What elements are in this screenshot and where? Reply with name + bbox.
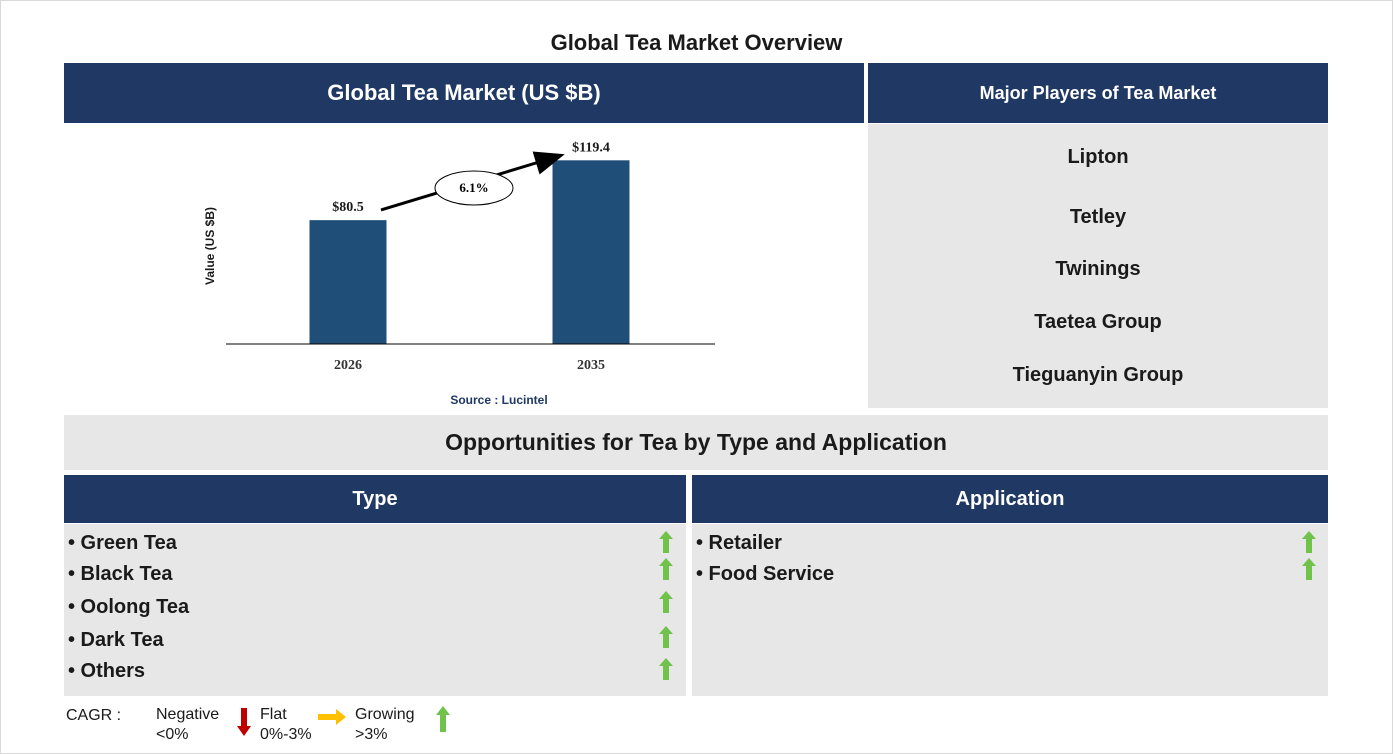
- negative-arrow-icon: [237, 708, 251, 736]
- type-item: • Others: [68, 660, 146, 682]
- type-item: • Green Tea: [68, 532, 177, 554]
- legend-growing: Growing >3%: [355, 705, 415, 745]
- chart-header: Global Tea Market (US $B): [64, 63, 864, 123]
- legend-flat: Flat 0%-3%: [260, 705, 312, 745]
- growing-arrow-icon: [659, 558, 673, 580]
- type-panel: • Green Tea • Black Tea • Oolong Tea • D…: [64, 524, 686, 696]
- bars-group: $80.5 2026 $119.4 2035: [309, 140, 630, 373]
- cagr-label: 6.1%: [459, 180, 488, 195]
- opportunities-banner: Opportunities for Tea by Type and Applic…: [64, 415, 1328, 470]
- x-tick-label: 2035: [577, 358, 605, 373]
- legend-growing-label: Growing: [355, 706, 415, 723]
- chart-svg: Value (US $B) $80.5 2026 $119.4 2035 6.1% S…: [203, 140, 715, 407]
- bar-value-label: $119.4: [572, 140, 610, 155]
- page-title: Global Tea Market Overview: [550, 30, 843, 55]
- legend-negative-label: Negative: [156, 706, 220, 723]
- legend-negative-range: <0%: [156, 726, 189, 743]
- bar-2035: [552, 160, 630, 344]
- growing-arrow-icon: [659, 658, 673, 680]
- players-header: Major Players of Tea Market: [868, 63, 1328, 123]
- y-axis-label: Value (US $B): [203, 207, 217, 285]
- chart-source: Source : Lucintel: [450, 393, 547, 407]
- legend-growing-range: >3%: [355, 726, 388, 743]
- application-panel: • Retailer • Food Service: [692, 524, 1328, 696]
- player-item: Tetley: [1069, 206, 1127, 228]
- flat-arrow-icon: [318, 709, 346, 725]
- type-item: • Dark Tea: [68, 629, 164, 651]
- legend-flat-label: Flat: [260, 706, 287, 723]
- application-item: • Retailer: [696, 532, 782, 554]
- growing-arrow-icon: [1302, 531, 1316, 553]
- cagr-ellipse: [434, 170, 514, 206]
- legend-cagr-label: CAGR :: [66, 707, 122, 724]
- legend-negative: Negative <0%: [156, 705, 219, 745]
- type-item: • Black Tea: [68, 563, 173, 585]
- bar-2026: [309, 220, 387, 344]
- growing-arrow-icon: [659, 591, 673, 613]
- application-item: • Food Service: [696, 563, 835, 585]
- player-item: Lipton: [1067, 146, 1129, 168]
- growing-arrow-icon: [659, 626, 673, 648]
- application-header: Application: [692, 475, 1328, 523]
- player-item: Tieguanyin Group: [1012, 364, 1184, 386]
- type-header: Type: [64, 475, 686, 523]
- x-tick-label: 2026: [334, 358, 362, 373]
- bar-chart: Value (US $B) $80.5 2026 $119.4 2035 6.1% S…: [64, 124, 864, 414]
- players-panel: Lipton Tetley Twinings Taetea Group Tieg…: [868, 124, 1328, 408]
- bar-value-label: $80.5: [332, 200, 364, 215]
- growing-arrow-icon: [1302, 558, 1316, 580]
- growing-arrow-icon: [659, 531, 673, 553]
- legend-flat-range: 0%-3%: [260, 726, 312, 743]
- type-item: • Oolong Tea: [68, 596, 190, 618]
- player-item: Twinings: [1055, 258, 1141, 280]
- player-item: Taetea Group: [1034, 311, 1162, 333]
- growing-arrow-icon: [436, 706, 450, 732]
